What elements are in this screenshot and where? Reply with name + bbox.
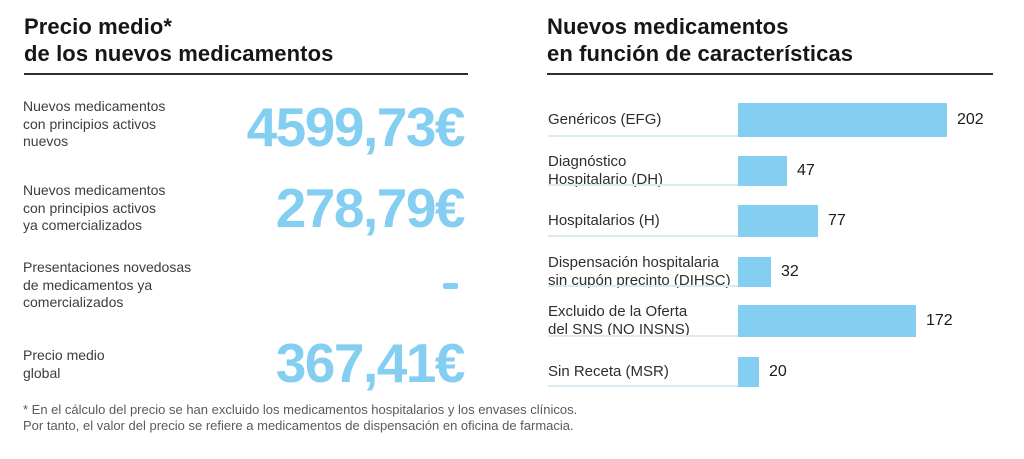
bar [738, 305, 916, 337]
bar-value-label: 202 [957, 111, 984, 128]
footnote: * En el cálculo del precio se han exclui… [23, 402, 577, 433]
price-dash [443, 283, 458, 289]
price-row-label: Precio medio global [23, 347, 105, 382]
price-row-label: Nuevos medicamentos con principios activo… [23, 98, 165, 151]
price-value: 367,41€ [275, 332, 466, 394]
price-value: 4599,73€ [246, 96, 466, 158]
bar-category-label-line: Dispensación hospitalaria [548, 254, 719, 271]
price-row-label-line: de medicamentos ya [23, 276, 153, 293]
price-row-label-line: ya comercializados [23, 217, 143, 233]
bar [738, 257, 771, 287]
bar-value-label: 77 [828, 212, 846, 229]
left-panel-title-line1: Precio medio* [24, 14, 173, 39]
bar [738, 156, 787, 186]
bar-value-label: 32 [781, 263, 799, 280]
bar-category-label: Excluido de la Oferta del SNS (NO INSNS) [548, 303, 736, 339]
price-row-label-line: con principios activos [23, 115, 157, 132]
price-row-label: Presentaciones novedosas de medicamentos … [23, 259, 191, 312]
bar [738, 103, 947, 137]
right-panel-title: Nuevos medicamentos en función de caract… [547, 13, 853, 67]
bar-underline [548, 285, 738, 287]
left-panel-title-line2: de los nuevos medicamentos [24, 41, 334, 66]
price-value: 278,79€ [275, 177, 466, 239]
price-row-label-line: global [23, 364, 61, 381]
bar-category-label-line: Hospitalario (DH) [548, 171, 664, 188]
price-row-label-line: Presentaciones novedosas [23, 259, 192, 275]
bar-category-label-line: Excluido de la Oferta [548, 303, 688, 320]
bar-category-label: Dispensación hospitalaria sin cupón preci… [548, 254, 736, 290]
bar-category-label-line: Diagnóstico [548, 153, 627, 170]
bar-underline [548, 184, 738, 186]
bar [738, 357, 759, 387]
bar-underline [548, 335, 738, 337]
price-row-label-line: Nuevos medicamentos [23, 98, 166, 114]
bar-category-label-line: Hospitalarios (H) [548, 212, 660, 229]
bar-value-label: 172 [926, 312, 953, 329]
bar-category-label-line: Genéricos (EFG) [548, 111, 662, 128]
footnote-line2: Por tanto, el valor del precio se refier… [23, 417, 574, 433]
right-title-rule [547, 73, 993, 75]
price-row-label-line: Precio medio [23, 347, 105, 363]
bar-value-label: 20 [769, 363, 787, 380]
bar-underline [548, 135, 738, 137]
price-row-label-line: nuevos [23, 133, 69, 149]
bar-category-label: Sin Receta (MSR) [548, 363, 736, 381]
footnote-line1: * En el cálculo del precio se han exclui… [23, 402, 578, 417]
left-panel-title: Precio medio* de los nuevos medicamentos [24, 13, 333, 67]
bar-category-label: Hospitalarios (H) [548, 212, 736, 230]
bar-category-label: Diagnóstico Hospitalario (DH) [548, 153, 736, 189]
bar [738, 205, 818, 237]
bar-underline [548, 235, 738, 237]
price-row-label-line: con principios activos [23, 199, 157, 216]
right-panel-title-line1: Nuevos medicamentos [547, 14, 789, 39]
bar-category-label-line: sin cupón precinto (DIHSC) [548, 272, 731, 289]
bar-category-label: Genéricos (EFG) [548, 111, 736, 129]
price-row-label: Nuevos medicamentos con principios activo… [23, 182, 165, 235]
right-panel-title-line2: en función de características [547, 41, 854, 66]
price-row-label-line: comercializados [23, 294, 124, 310]
bar-category-label-line: del SNS (NO INSNS) [548, 321, 690, 338]
bar-value-label: 47 [797, 162, 815, 179]
bar-category-label-line: Sin Receta (MSR) [548, 363, 669, 380]
left-title-rule [24, 73, 468, 75]
bar-underline [548, 385, 738, 387]
price-row-label-line: Nuevos medicamentos [23, 182, 166, 198]
